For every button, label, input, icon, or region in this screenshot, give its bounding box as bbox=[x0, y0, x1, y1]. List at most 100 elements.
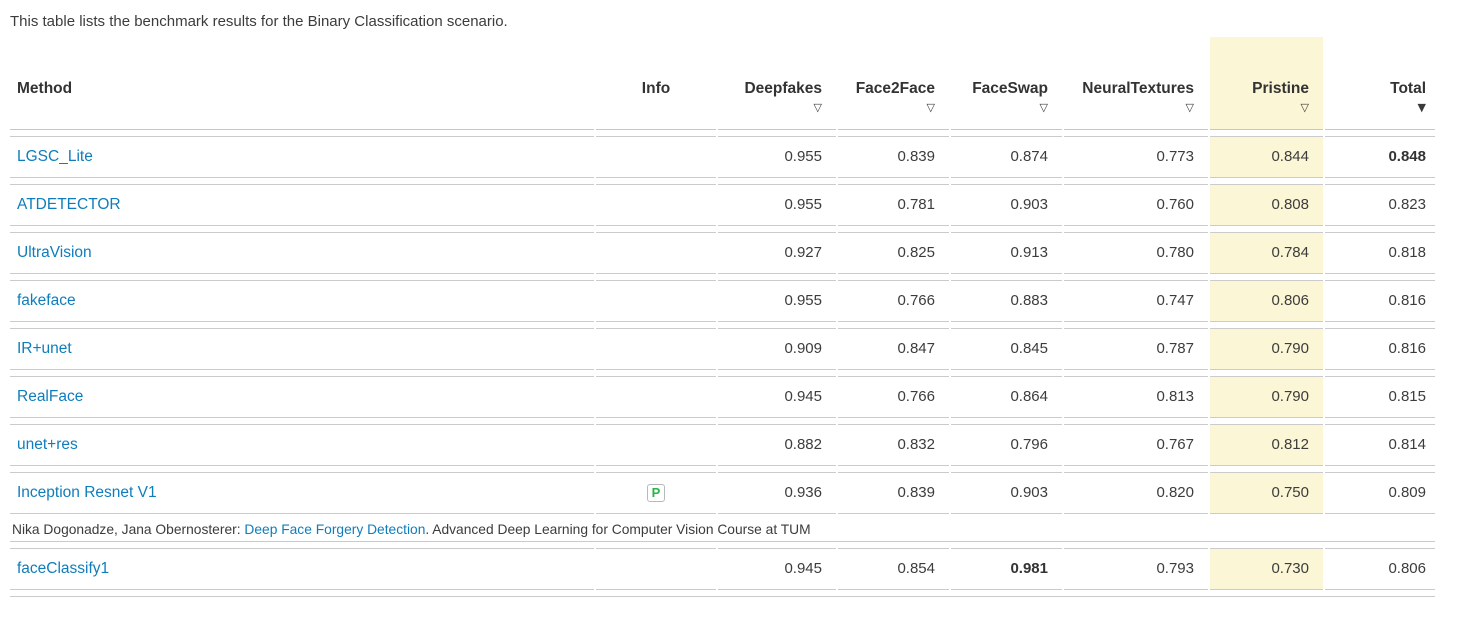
score-pristine: 0.844 bbox=[1210, 136, 1323, 178]
score-total: 0.809 bbox=[1325, 472, 1435, 514]
header-row: Method Info Deepfakes ▽ Face2Face ▽ Face… bbox=[10, 37, 1435, 130]
score-pristine: 0.808 bbox=[1210, 184, 1323, 226]
score-total: 0.848 bbox=[1325, 136, 1435, 178]
score-neuraltextures: 0.787 bbox=[1064, 328, 1208, 370]
published-badge[interactable]: P bbox=[647, 484, 665, 502]
sort-arrow-pristine-icon[interactable]: ▽ bbox=[1300, 101, 1309, 114]
score-faceswap: 0.903 bbox=[951, 184, 1062, 226]
column-header-pristine[interactable]: Pristine ▽ bbox=[1210, 37, 1323, 130]
score-total: 0.816 bbox=[1325, 280, 1435, 322]
table-row: Inception Resnet V1 P 0.936 0.839 0.903 … bbox=[10, 472, 1435, 514]
score-pristine: 0.790 bbox=[1210, 328, 1323, 370]
score-face2face: 0.839 bbox=[838, 136, 949, 178]
score-deepfakes: 0.945 bbox=[718, 548, 836, 590]
table-row: UltraVision 0.927 0.825 0.913 0.780 0.78… bbox=[10, 232, 1435, 274]
score-faceswap: 0.874 bbox=[951, 136, 1062, 178]
score-pristine: 0.806 bbox=[1210, 280, 1323, 322]
info-cell bbox=[596, 328, 716, 370]
score-deepfakes: 0.909 bbox=[718, 328, 836, 370]
score-neuraltextures: 0.813 bbox=[1064, 376, 1208, 418]
info-cell bbox=[596, 280, 716, 322]
score-neuraltextures: 0.760 bbox=[1064, 184, 1208, 226]
score-face2face: 0.847 bbox=[838, 328, 949, 370]
score-faceswap: 0.913 bbox=[951, 232, 1062, 274]
column-header-faceswap[interactable]: FaceSwap ▽ bbox=[951, 37, 1062, 130]
score-neuraltextures: 0.793 bbox=[1064, 548, 1208, 590]
score-face2face: 0.832 bbox=[838, 424, 949, 466]
score-deepfakes: 0.955 bbox=[718, 280, 836, 322]
score-deepfakes: 0.945 bbox=[718, 376, 836, 418]
method-link[interactable]: UltraVision bbox=[17, 244, 92, 261]
table-row: faceClassify1 0.945 0.854 0.981 0.793 0.… bbox=[10, 548, 1435, 590]
score-neuraltextures: 0.747 bbox=[1064, 280, 1208, 322]
column-header-method: Method bbox=[10, 37, 594, 130]
score-face2face: 0.766 bbox=[838, 280, 949, 322]
column-header-info: Info bbox=[596, 37, 716, 130]
score-pristine: 0.784 bbox=[1210, 232, 1323, 274]
citation-paper-link[interactable]: Deep Face Forgery Detection bbox=[244, 522, 426, 537]
method-link[interactable]: unet+res bbox=[17, 436, 78, 453]
score-pristine: 0.730 bbox=[1210, 548, 1323, 590]
score-face2face: 0.825 bbox=[838, 232, 949, 274]
sort-arrow-total-active-icon[interactable]: ▼ bbox=[1417, 101, 1426, 114]
info-cell bbox=[596, 232, 716, 274]
score-pristine: 0.790 bbox=[1210, 376, 1323, 418]
score-deepfakes: 0.955 bbox=[718, 136, 836, 178]
method-link[interactable]: Inception Resnet V1 bbox=[17, 484, 157, 501]
table-row: LGSC_Lite 0.955 0.839 0.874 0.773 0.844 … bbox=[10, 136, 1435, 178]
score-faceswap: 0.903 bbox=[951, 472, 1062, 514]
column-header-deepfakes[interactable]: Deepfakes ▽ bbox=[718, 37, 836, 130]
score-neuraltextures: 0.820 bbox=[1064, 472, 1208, 514]
score-faceswap: 0.796 bbox=[951, 424, 1062, 466]
score-faceswap: 0.845 bbox=[951, 328, 1062, 370]
score-deepfakes: 0.955 bbox=[718, 184, 836, 226]
table-row: unet+res 0.882 0.832 0.796 0.767 0.812 0… bbox=[10, 424, 1435, 466]
citation-authors: Nika Dogonadze, Jana Obernosterer: bbox=[12, 522, 245, 537]
method-link[interactable]: fakeface bbox=[17, 292, 76, 309]
method-link[interactable]: ATDETECTOR bbox=[17, 196, 121, 213]
score-deepfakes: 0.927 bbox=[718, 232, 836, 274]
score-total: 0.815 bbox=[1325, 376, 1435, 418]
next-row-clipped bbox=[10, 596, 1435, 637]
score-faceswap: 0.883 bbox=[951, 280, 1062, 322]
table-row: RealFace 0.945 0.766 0.864 0.813 0.790 0… bbox=[10, 376, 1435, 418]
table-row: fakeface 0.955 0.766 0.883 0.747 0.806 0… bbox=[10, 280, 1435, 322]
score-deepfakes: 0.936 bbox=[718, 472, 836, 514]
score-neuraltextures: 0.780 bbox=[1064, 232, 1208, 274]
score-faceswap: 0.864 bbox=[951, 376, 1062, 418]
table-row: ATDETECTOR 0.955 0.781 0.903 0.760 0.808… bbox=[10, 184, 1435, 226]
score-total: 0.818 bbox=[1325, 232, 1435, 274]
score-total: 0.806 bbox=[1325, 548, 1435, 590]
score-face2face: 0.854 bbox=[838, 548, 949, 590]
method-link[interactable]: faceClassify1 bbox=[17, 560, 110, 577]
sort-arrow-faceswap-icon[interactable]: ▽ bbox=[1039, 101, 1048, 114]
info-cell bbox=[596, 376, 716, 418]
intro-text: This table lists the benchmark results f… bbox=[10, 13, 508, 30]
column-header-neuraltextures[interactable]: NeuralTextures ▽ bbox=[1064, 37, 1208, 130]
score-total: 0.823 bbox=[1325, 184, 1435, 226]
table-row: IR+unet 0.909 0.847 0.845 0.787 0.790 0.… bbox=[10, 328, 1435, 370]
info-cell bbox=[596, 136, 716, 178]
score-neuraltextures: 0.767 bbox=[1064, 424, 1208, 466]
sort-arrow-face2face-icon[interactable]: ▽ bbox=[926, 101, 935, 114]
column-header-face2face[interactable]: Face2Face ▽ bbox=[838, 37, 949, 130]
score-total: 0.816 bbox=[1325, 328, 1435, 370]
score-face2face: 0.781 bbox=[838, 184, 949, 226]
info-cell bbox=[596, 184, 716, 226]
score-faceswap: 0.981 bbox=[951, 548, 1062, 590]
sort-arrow-deepfakes-icon[interactable]: ▽ bbox=[813, 101, 822, 114]
method-link[interactable]: RealFace bbox=[17, 388, 84, 405]
score-neuraltextures: 0.773 bbox=[1064, 136, 1208, 178]
score-face2face: 0.839 bbox=[838, 472, 949, 514]
method-link[interactable]: LGSC_Lite bbox=[17, 148, 93, 165]
score-total: 0.814 bbox=[1325, 424, 1435, 466]
method-link[interactable]: IR+unet bbox=[17, 340, 72, 357]
citation-suffix: . Advanced Deep Learning for Computer Vi… bbox=[425, 522, 811, 537]
column-header-total[interactable]: Total ▼ bbox=[1325, 37, 1435, 130]
score-pristine: 0.750 bbox=[1210, 472, 1323, 514]
sort-arrow-neuraltextures-icon[interactable]: ▽ bbox=[1185, 101, 1194, 114]
score-pristine: 0.812 bbox=[1210, 424, 1323, 466]
citation-row: Nika Dogonadze, Jana Obernosterer: Deep … bbox=[10, 520, 1435, 542]
score-deepfakes: 0.882 bbox=[718, 424, 836, 466]
